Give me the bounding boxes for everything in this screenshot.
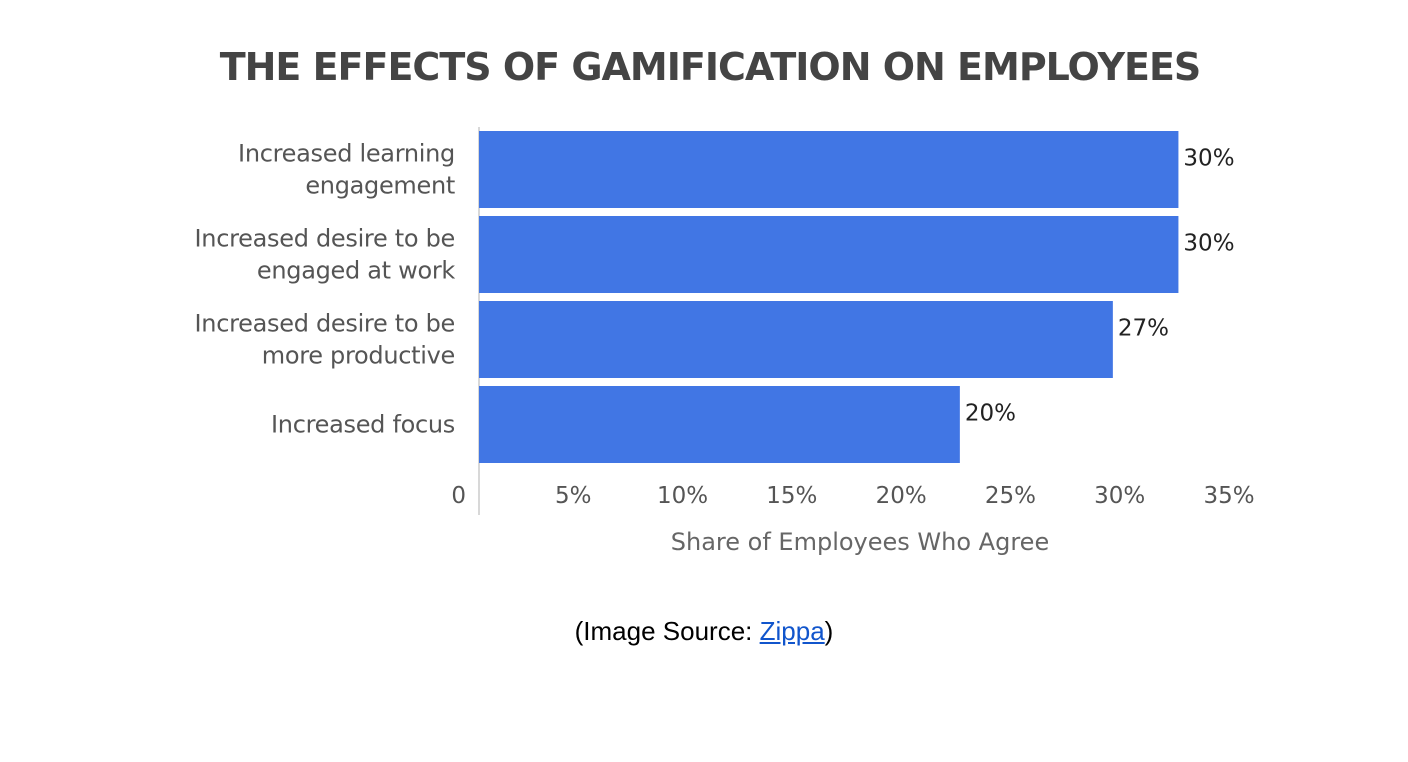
x-tick-label: 15% <box>766 483 817 509</box>
x-axis-ticks: 0 5% 10% 15% 20% 25% 30% 35% <box>451 483 1254 509</box>
category-label: engaged at work <box>257 257 456 285</box>
category-label: Increased focus <box>271 411 455 439</box>
data-label: 30% <box>1183 231 1234 257</box>
x-tick-label: 0 <box>451 483 466 509</box>
caption-suffix: ) <box>824 616 834 646</box>
x-tick-label: 10% <box>657 483 708 509</box>
category-label: Increased learning <box>238 140 455 168</box>
bar <box>479 216 1179 293</box>
category-label: more productive <box>262 342 455 370</box>
bar <box>479 301 1113 378</box>
source-link[interactable]: Zippa <box>759 616 825 646</box>
x-axis-title: Share of Employees Who Agree <box>671 528 1049 556</box>
data-label: 20% <box>965 401 1016 427</box>
data-label: 30% <box>1183 146 1234 172</box>
bar <box>479 386 960 463</box>
caption-prefix: (Image Source: <box>574 616 760 646</box>
category-label: Increased desire to be <box>195 225 455 253</box>
x-tick-label: 25% <box>985 483 1036 509</box>
x-tick-label: 30% <box>1094 483 1145 509</box>
data-label: 27% <box>1118 316 1169 342</box>
category-labels: Increased learning engagement Increased de… <box>195 140 456 439</box>
bar <box>479 131 1179 208</box>
image-source-caption: (Image Source: Zippa) <box>0 616 1408 647</box>
data-labels: 30% 30% 27% 20% <box>965 146 1235 427</box>
category-label: engagement <box>305 172 455 200</box>
x-tick-label: 20% <box>876 483 927 509</box>
bars-group <box>479 131 1179 463</box>
x-tick-label: 5% <box>555 483 592 509</box>
category-label: Increased desire to be <box>195 310 455 338</box>
bar-chart: THE EFFECTS OF GAMIFICATION ON EMPLOYEES… <box>195 45 1255 556</box>
x-tick-label: 35% <box>1203 483 1254 509</box>
chart-title: THE EFFECTS OF GAMIFICATION ON EMPLOYEES <box>220 45 1201 89</box>
